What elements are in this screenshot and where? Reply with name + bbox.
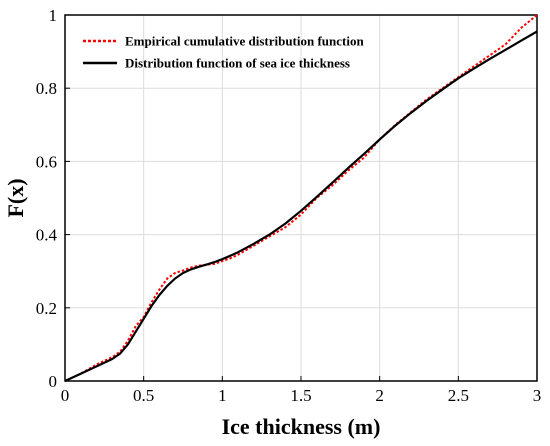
grid	[65, 15, 537, 381]
x-tick-label: 3	[533, 386, 542, 405]
x-tick-label: 0.5	[133, 386, 154, 405]
x-tick-label: 0	[61, 386, 70, 405]
y-tick-label: 0	[49, 372, 58, 391]
x-axis-label: Ice thickness (m)	[222, 414, 381, 439]
x-tick-label: 2.5	[448, 386, 469, 405]
axis-ticks: 0 0.5 1 1.5 2 2.5 3 0 0.2 0.4 0.6 0.8 1	[36, 6, 542, 405]
legend: Empirical cumulative distribution functi…	[83, 34, 364, 71]
legend-label: Empirical cumulative distribution functi…	[125, 34, 364, 49]
y-tick-label: 0.2	[36, 299, 57, 318]
y-axis-label: F(x)	[3, 178, 28, 217]
x-tick-label: 2	[375, 386, 384, 405]
y-tick-label: 0.4	[36, 226, 58, 245]
legend-label: Distribution function of sea ice thickne…	[125, 56, 350, 71]
y-tick-label: 1	[49, 6, 58, 25]
x-tick-label: 1.5	[290, 386, 311, 405]
x-tick-label: 1	[218, 386, 227, 405]
series-lines	[64, 14, 538, 382]
empirical-cdf-line	[64, 14, 538, 382]
y-tick-label: 0.8	[36, 79, 57, 98]
y-tick-label: 0.6	[36, 152, 57, 171]
distribution-function-line	[64, 30, 538, 382]
